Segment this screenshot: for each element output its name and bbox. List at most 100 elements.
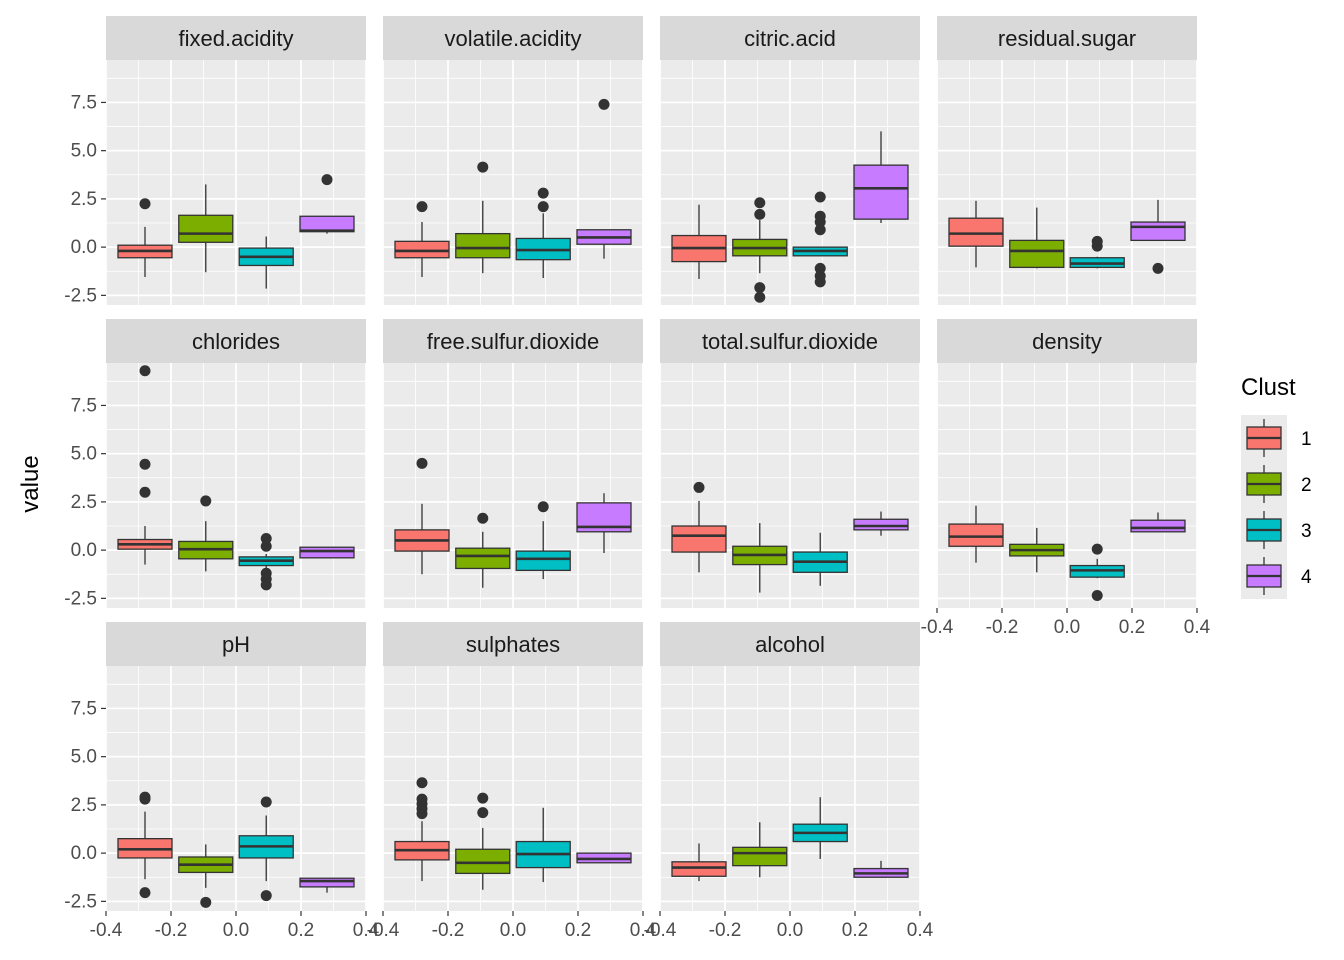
- outlier-point: [1091, 543, 1103, 555]
- box-cluster-2: [178, 844, 234, 908]
- box-iqr: [394, 240, 450, 259]
- outlier-point: [598, 98, 610, 110]
- y-tick-label: 5.0: [71, 141, 97, 162]
- y-tick-label: 7.5: [71, 698, 97, 719]
- x-tick-label: 0.0: [1054, 617, 1080, 638]
- box-cluster-1: [394, 777, 450, 882]
- outlier-point: [260, 567, 272, 579]
- outlier-point: [260, 796, 272, 808]
- outlier-point: [139, 791, 151, 803]
- facet-strip: [937, 319, 1197, 363]
- outlier-point: [139, 198, 151, 210]
- facet-panel: sulphates -0.4 -0.2 0.0 0.2 0.4: [367, 622, 657, 941]
- y-tick-label: 7.5: [71, 395, 97, 416]
- y-tick-label: 0.0: [71, 237, 97, 258]
- y-tick-label: -2.5: [64, 891, 97, 912]
- outlier-point: [754, 208, 766, 220]
- box-cluster-4: [853, 511, 909, 536]
- facet-panel: pH -2.5 0.0 2.5 5.0 7.5 -0.4 -0.2 0.0 0.2 0.4: [64, 622, 380, 941]
- legend-item: 3: [1241, 507, 1312, 553]
- box-iqr: [299, 877, 355, 888]
- facet-strip: [383, 622, 643, 666]
- y-tick-label: 0.0: [71, 843, 97, 864]
- x-tick-label: 0.4: [1184, 617, 1211, 638]
- box-cluster-4: [576, 98, 632, 259]
- facet-panel: total.sulfur.dioxide: [659, 319, 921, 608]
- box-iqr: [515, 550, 571, 572]
- outlier-point: [1152, 262, 1164, 274]
- box-cluster-1: [948, 200, 1004, 268]
- box-cluster-1: [117, 365, 173, 565]
- box-iqr: [853, 518, 909, 531]
- outlier-point: [139, 887, 151, 899]
- box-cluster-4: [299, 877, 355, 893]
- facet-strip-label: residual.sugar: [998, 26, 1136, 51]
- x-tick-label: 0.0: [500, 920, 526, 941]
- box-iqr: [178, 214, 234, 243]
- box-cluster-3: [238, 533, 294, 591]
- facet-strip-label: citric.acid: [744, 26, 836, 51]
- box-iqr: [299, 546, 355, 559]
- box-iqr: [948, 217, 1004, 247]
- box-cluster-4: [299, 546, 355, 559]
- box-iqr: [1130, 519, 1186, 533]
- box-iqr: [1009, 239, 1065, 269]
- outlier-point: [754, 197, 766, 209]
- legend-label: 4: [1301, 567, 1312, 588]
- outlier-point: [477, 807, 489, 819]
- facet-strip-label: free.sulfur.dioxide: [427, 329, 599, 354]
- facet-strip-label: volatile.acidity: [445, 26, 582, 51]
- outlier-point: [260, 890, 272, 902]
- box-iqr: [455, 848, 511, 875]
- x-tick-label: 0.2: [842, 920, 868, 941]
- x-tick-label: -0.2: [709, 920, 742, 941]
- box-cluster-1: [671, 843, 727, 882]
- x-tick-label: 0.2: [565, 920, 591, 941]
- box-cluster-2: [178, 495, 234, 572]
- box-cluster-2: [455, 792, 511, 890]
- x-tick-label: 0.4: [353, 920, 380, 941]
- x-tick-label: 0.4: [907, 920, 934, 941]
- box-cluster-3: [238, 796, 294, 902]
- facet-strip: [660, 16, 920, 60]
- facet-strip-label: pH: [222, 632, 250, 657]
- box-cluster-4: [299, 174, 355, 234]
- x-tick-label: -0.4: [367, 920, 400, 941]
- x-tick-label: -0.2: [155, 920, 188, 941]
- box-cluster-1: [117, 198, 173, 278]
- y-tick-label: -2.5: [64, 588, 97, 609]
- facet-strip: [383, 319, 643, 363]
- x-tick-label: 0.4: [630, 920, 657, 941]
- facet-strip-label: total.sulfur.dioxide: [702, 329, 878, 354]
- box-cluster-1: [394, 457, 450, 575]
- facet-strip-label: chlorides: [192, 329, 280, 354]
- facet-strip: [106, 622, 366, 666]
- box-cluster-2: [732, 822, 788, 878]
- box-iqr: [732, 846, 788, 867]
- x-tick-label: -0.2: [986, 617, 1019, 638]
- box-cluster-3: [1069, 543, 1125, 601]
- box-cluster-1: [394, 201, 450, 278]
- box-cluster-4: [1130, 199, 1186, 274]
- outlier-point: [693, 481, 705, 493]
- box-cluster-4: [1130, 512, 1186, 533]
- box-cluster-1: [671, 481, 727, 573]
- facet-strip-label: sulphates: [466, 632, 560, 657]
- box-cluster-2: [178, 184, 234, 273]
- facet-panel: citric.acid: [659, 16, 921, 305]
- box-iqr: [1130, 221, 1186, 242]
- box-cluster-1: [671, 204, 727, 279]
- outlier-point: [139, 458, 151, 470]
- facet-strip-label: alcohol: [755, 632, 825, 657]
- box-iqr: [299, 215, 355, 233]
- facet-strip: [937, 16, 1197, 60]
- x-tick-label: -0.4: [921, 617, 954, 638]
- box-cluster-2: [455, 161, 511, 274]
- x-tick-label: -0.2: [432, 920, 465, 941]
- legend-item: 4: [1241, 553, 1312, 599]
- x-tick-label: -0.4: [90, 920, 123, 941]
- box-cluster-3: [1069, 235, 1125, 269]
- x-tick-label: 0.2: [288, 920, 314, 941]
- y-axis-title: value: [17, 455, 44, 512]
- facet-strip: [383, 16, 643, 60]
